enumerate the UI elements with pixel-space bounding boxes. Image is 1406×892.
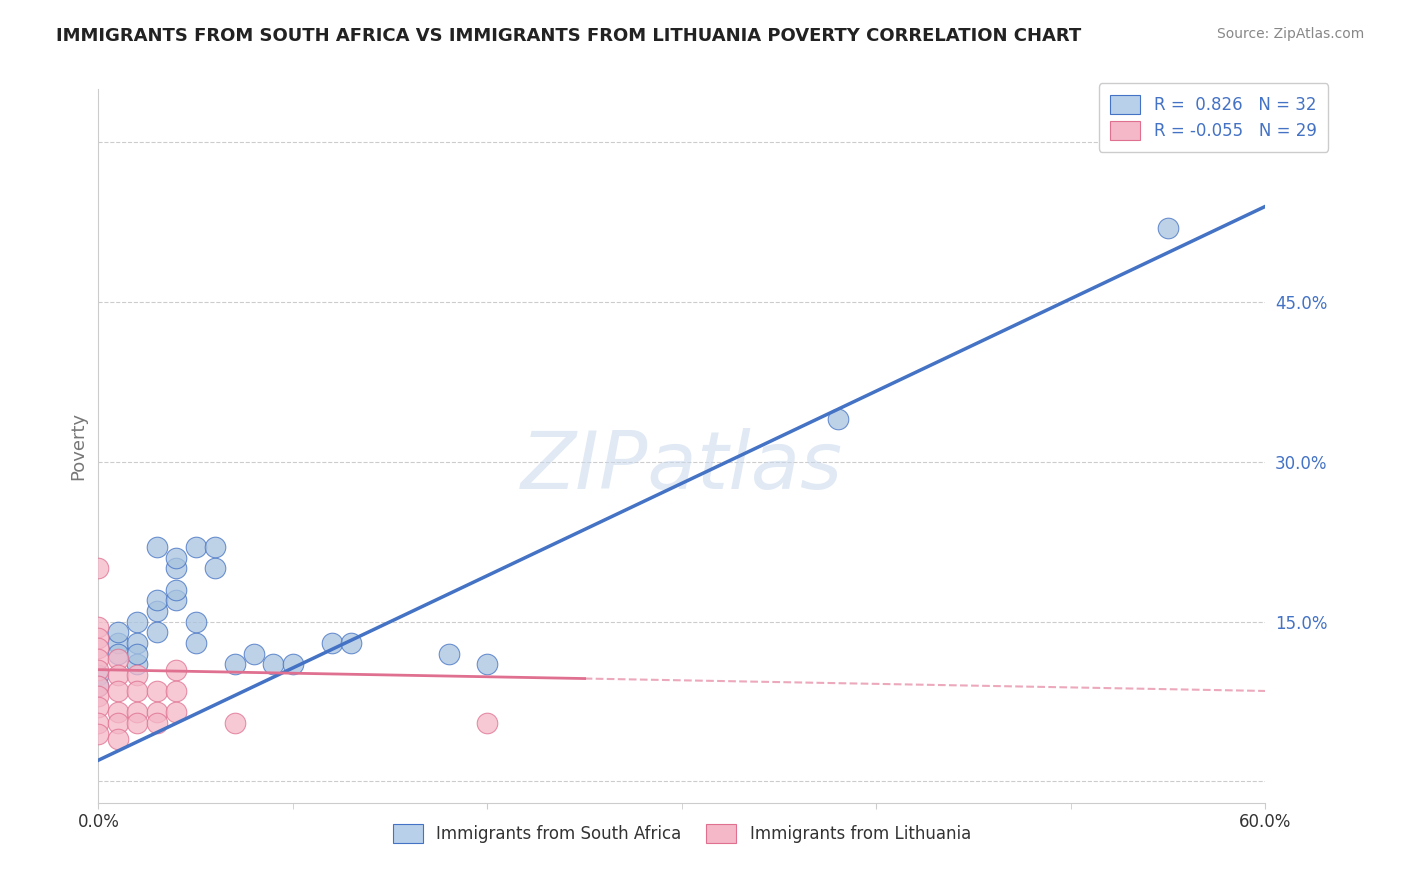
Point	[107, 706, 129, 720]
Point	[107, 647, 129, 661]
Text: Source: ZipAtlas.com: Source: ZipAtlas.com	[1216, 27, 1364, 41]
Point	[184, 615, 207, 629]
Point	[87, 641, 110, 656]
Point	[127, 706, 149, 720]
Point	[107, 652, 129, 666]
Point	[127, 684, 149, 698]
Point	[204, 561, 226, 575]
Point	[184, 540, 207, 554]
Point	[243, 647, 266, 661]
Point	[146, 540, 169, 554]
Point	[146, 604, 169, 618]
Point	[165, 550, 187, 565]
Point	[87, 726, 110, 740]
Point	[107, 636, 129, 650]
Point	[127, 715, 149, 730]
Point	[127, 615, 149, 629]
Point	[321, 636, 343, 650]
Point	[87, 679, 110, 693]
Point	[165, 684, 187, 698]
Point	[87, 631, 110, 645]
Point	[146, 715, 169, 730]
Point	[477, 657, 499, 672]
Point	[437, 647, 460, 661]
Point	[127, 636, 149, 650]
Point	[87, 652, 110, 666]
Legend: Immigrants from South Africa, Immigrants from Lithuania: Immigrants from South Africa, Immigrants…	[384, 815, 980, 852]
Point	[146, 625, 169, 640]
Y-axis label: Poverty: Poverty	[69, 412, 87, 480]
Point	[87, 668, 110, 682]
Point	[107, 715, 129, 730]
Point	[87, 561, 110, 575]
Point	[127, 668, 149, 682]
Point	[165, 706, 187, 720]
Point	[87, 679, 110, 693]
Point	[165, 593, 187, 607]
Point	[146, 593, 169, 607]
Point	[107, 668, 129, 682]
Point	[87, 620, 110, 634]
Point	[224, 657, 246, 672]
Point	[262, 657, 284, 672]
Point	[184, 636, 207, 650]
Point	[224, 715, 246, 730]
Point	[146, 706, 169, 720]
Point	[165, 663, 187, 677]
Point	[107, 625, 129, 640]
Point	[477, 715, 499, 730]
Point	[827, 412, 849, 426]
Point	[87, 700, 110, 714]
Point	[165, 561, 187, 575]
Point	[204, 540, 226, 554]
Text: IMMIGRANTS FROM SOUTH AFRICA VS IMMIGRANTS FROM LITHUANIA POVERTY CORRELATION CH: IMMIGRANTS FROM SOUTH AFRICA VS IMMIGRAN…	[56, 27, 1081, 45]
Point	[165, 582, 187, 597]
Point	[1157, 220, 1180, 235]
Point	[281, 657, 304, 672]
Point	[340, 636, 363, 650]
Point	[127, 647, 149, 661]
Point	[127, 657, 149, 672]
Text: ZIPatlas: ZIPatlas	[520, 428, 844, 507]
Point	[107, 731, 129, 746]
Point	[87, 690, 110, 704]
Point	[107, 684, 129, 698]
Point	[87, 715, 110, 730]
Point	[87, 663, 110, 677]
Point	[146, 684, 169, 698]
